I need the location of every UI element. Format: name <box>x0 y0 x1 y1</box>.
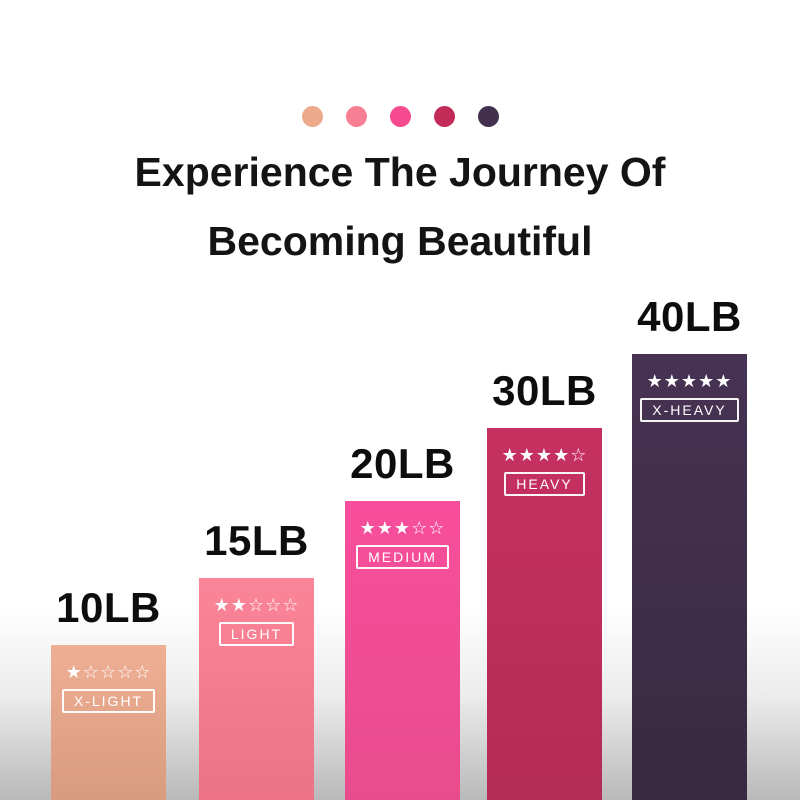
weight-label-40lb: 40LB <box>637 293 742 340</box>
bar-10lb: ★☆☆☆☆ X-LIGHT <box>51 645 166 800</box>
bar-20lb: ★★★☆☆ MEDIUM <box>345 501 460 800</box>
star-rating: ★★★☆☆ <box>359 518 446 539</box>
weight-label-30lb: 30LB <box>492 367 597 414</box>
palette-dot-light <box>345 106 367 127</box>
star-rating: ★★☆☆☆ <box>213 595 300 616</box>
weight-label-15lb: 15LB <box>204 517 309 564</box>
palette-dot-heavy <box>433 106 455 127</box>
palette-dot-x-heavy <box>477 106 499 127</box>
palette-dot-medium <box>389 106 411 127</box>
star-rating: ★☆☆☆☆ <box>65 662 152 683</box>
bar-30lb: ★★★★☆ HEAVY <box>487 428 602 800</box>
palette-dot-x-light <box>301 106 323 127</box>
weight-label-20lb: 20LB <box>350 440 455 487</box>
level-badge-medium: MEDIUM <box>356 545 449 569</box>
title-line-1: Experience The Journey Of <box>134 149 666 195</box>
title-line-2: Becoming Beautiful <box>207 218 593 264</box>
color-palette-dots <box>0 106 800 127</box>
star-rating: ★★★★☆ <box>501 445 588 466</box>
level-badge-x-heavy: X-HEAVY <box>640 398 739 422</box>
page-title: Experience The Journey Of Becoming Beaut… <box>0 138 800 276</box>
weight-label-10lb: 10LB <box>56 584 161 631</box>
bar-40lb: ★★★★★ X-HEAVY <box>632 354 747 800</box>
level-badge-light: LIGHT <box>218 622 295 646</box>
bar-15lb: ★★☆☆☆ LIGHT <box>199 578 314 800</box>
star-rating: ★★★★★ <box>646 371 733 392</box>
level-badge-heavy: HEAVY <box>504 472 585 496</box>
level-badge-x-light: X-LIGHT <box>61 689 156 713</box>
